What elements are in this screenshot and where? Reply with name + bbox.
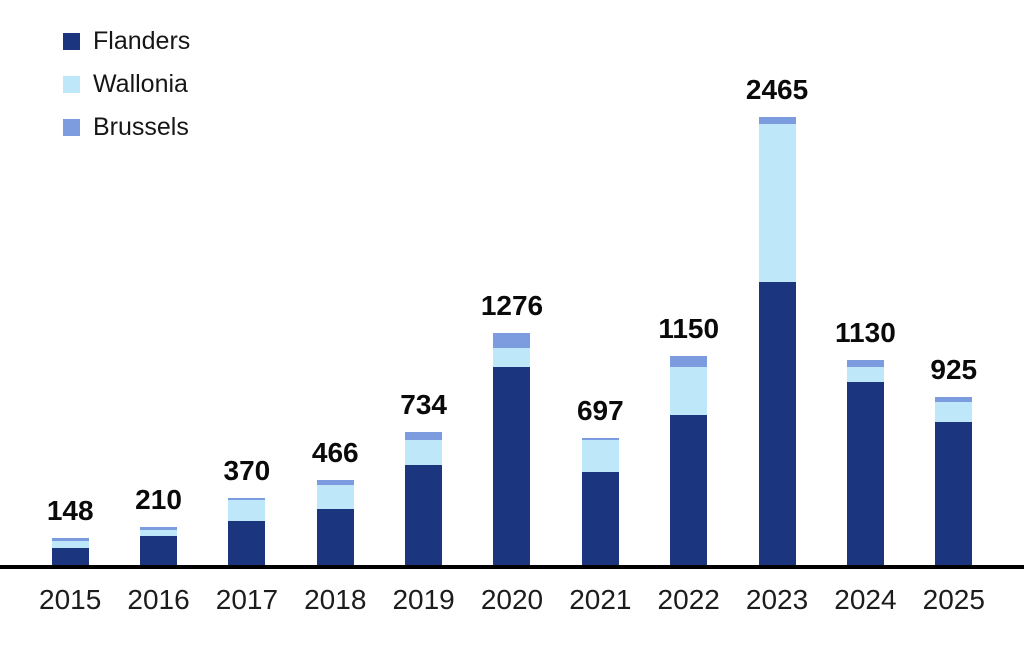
bar-segment-flanders[interactable] <box>493 367 531 565</box>
bar-segment-brussels[interactable] <box>493 333 531 349</box>
x-axis-label-2021: 2021 <box>569 584 632 615</box>
bar-segment-flanders[interactable] <box>405 465 443 565</box>
bar-segment-wallonia[interactable] <box>581 440 619 473</box>
legend-item-brussels[interactable]: Brussels <box>63 112 190 142</box>
x-axis-label-2025: 2025 <box>922 584 985 615</box>
value-label: 370 <box>223 454 271 486</box>
bar-segment-wallonia[interactable] <box>51 541 89 549</box>
bar-segment-brussels[interactable] <box>758 117 796 125</box>
bar-column-2020[interactable]: 1276 <box>468 0 556 565</box>
x-axis-label-2015: 2015 <box>39 584 102 615</box>
legend-swatch-brussels <box>63 118 80 136</box>
bar-segment-brussels[interactable] <box>228 497 266 500</box>
bar-segment-flanders[interactable] <box>935 422 973 565</box>
value-label: 466 <box>311 437 359 469</box>
value-label: 1130 <box>835 316 896 348</box>
bar-segment-brussels[interactable] <box>670 356 708 367</box>
legend-item-flanders[interactable]: Flanders <box>63 26 190 56</box>
x-axis-labels: 2015 2016 2017 2018 2019 2020 2021 2022 2023 2024… <box>0 583 1024 617</box>
bar-segment-flanders[interactable] <box>228 521 266 565</box>
value-label: 734 <box>400 388 447 420</box>
bar-segment-wallonia[interactable] <box>935 402 973 423</box>
bar-column-2015[interactable]: 148 <box>26 0 114 565</box>
bar-segment-flanders[interactable] <box>758 282 796 565</box>
bar-column-2018[interactable]: 466 <box>291 0 379 565</box>
bar-column-2019[interactable]: 734 <box>379 0 467 565</box>
legend: Flanders Wallonia Brussels <box>63 26 190 142</box>
bar-column-2016[interactable]: 210 <box>114 0 202 565</box>
x-axis-label-2019: 2019 <box>392 584 455 615</box>
x-axis-label-2018: 2018 <box>304 584 367 615</box>
bar-segment-brussels[interactable] <box>140 526 178 531</box>
bar-segment-flanders[interactable] <box>51 548 89 565</box>
x-axis-line <box>0 565 1024 569</box>
x-axis-label-2022: 2022 <box>657 584 720 615</box>
value-label: 925 <box>930 353 978 385</box>
bar-segment-wallonia[interactable] <box>316 485 354 509</box>
bar-segment-flanders[interactable] <box>670 415 708 565</box>
bar-segment-flanders[interactable] <box>316 508 354 565</box>
bar-segment-brussels[interactable] <box>846 359 884 367</box>
bar-column-2021[interactable]: 697 <box>556 0 644 565</box>
value-label: 1276 <box>480 290 544 322</box>
plot-area: 148 210 370 466 734 1276 697 1150 2465 1130 925 <box>26 0 998 565</box>
bar-segment-wallonia[interactable] <box>228 499 266 522</box>
value-label: 210 <box>135 483 182 515</box>
x-axis-label-2023: 2023 <box>745 584 809 615</box>
bar-column-2024[interactable]: 1130 <box>821 0 909 565</box>
bar-column-2017[interactable]: 370 <box>203 0 291 565</box>
bar-column-2023[interactable]: 2465 <box>733 0 821 565</box>
legend-label: Flanders <box>93 26 191 55</box>
value-label: 2465 <box>745 74 809 106</box>
bar-segment-wallonia[interactable] <box>758 124 796 283</box>
bar-segment-wallonia[interactable] <box>405 439 443 466</box>
bar-segment-brussels[interactable] <box>581 438 619 441</box>
bar-column-2022[interactable]: 1150 <box>645 0 733 565</box>
bar-column-2025[interactable]: 925 <box>910 0 998 565</box>
x-axis-label-2024: 2024 <box>834 584 897 615</box>
bar-segment-brussels[interactable] <box>316 480 354 486</box>
bar-segment-wallonia[interactable] <box>846 366 884 383</box>
value-label: 697 <box>576 395 624 427</box>
x-axis-label-2017: 2017 <box>215 584 279 615</box>
bar-segment-wallonia[interactable] <box>140 530 178 537</box>
bar-segment-brussels[interactable] <box>405 431 443 440</box>
bar-segment-flanders[interactable] <box>140 536 178 565</box>
bar-segment-wallonia[interactable] <box>493 348 531 368</box>
value-label: 148 <box>46 495 94 527</box>
legend-item-wallonia[interactable]: Wallonia <box>63 69 190 99</box>
legend-swatch-flanders <box>63 32 80 50</box>
legend-label: Wallonia <box>93 69 188 98</box>
value-label: 1150 <box>658 313 720 345</box>
bar-segment-wallonia[interactable] <box>670 366 708 416</box>
bar-segment-brussels[interactable] <box>935 396 973 403</box>
bar-segment-flanders[interactable] <box>846 382 884 565</box>
bar-segment-brussels[interactable] <box>51 538 89 542</box>
x-axis-label-2020: 2020 <box>480 584 544 615</box>
legend-swatch-wallonia <box>63 75 80 93</box>
bar-segment-flanders[interactable] <box>581 472 619 565</box>
x-axis-label-2016: 2016 <box>127 584 190 615</box>
legend-label: Brussels <box>93 112 189 141</box>
